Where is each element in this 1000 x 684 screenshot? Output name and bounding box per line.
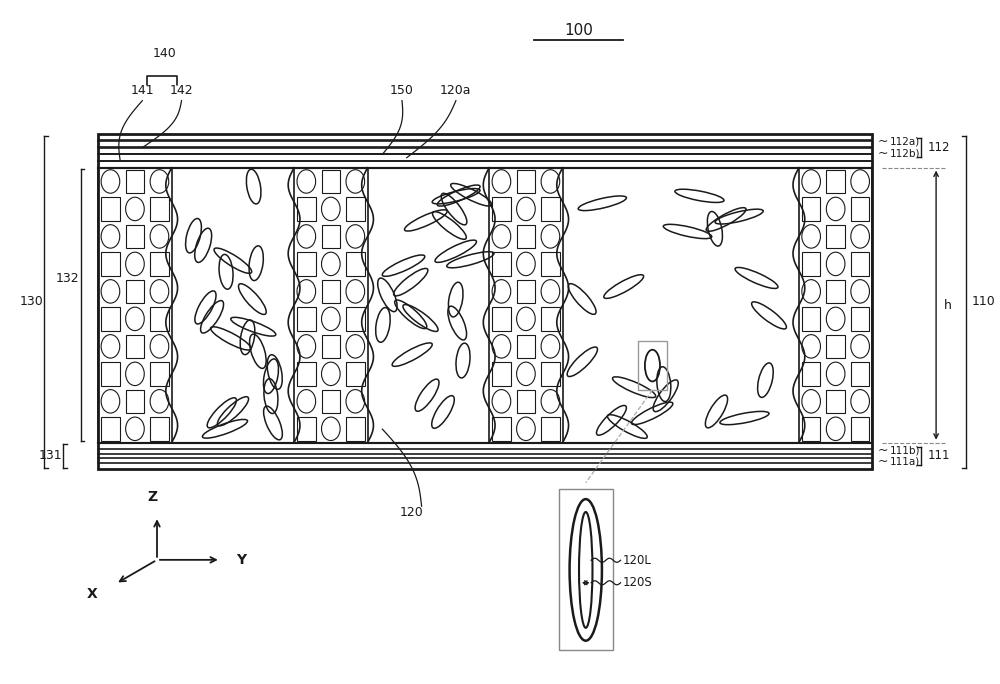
Bar (541, 362, 560, 386)
Bar (150, 252, 169, 276)
Bar (799, 168, 872, 443)
Text: 112: 112 (927, 141, 950, 154)
Bar (541, 417, 560, 440)
Bar (826, 224, 845, 248)
Text: 120S: 120S (623, 577, 652, 590)
Bar (346, 197, 365, 221)
Text: 141: 141 (130, 84, 154, 97)
Text: 120: 120 (400, 506, 424, 519)
Bar (517, 170, 535, 193)
Bar (346, 417, 365, 440)
Text: ~: ~ (877, 147, 888, 160)
Text: 120a: 120a (440, 84, 472, 97)
Bar (851, 197, 869, 221)
Text: 111a): 111a) (890, 457, 920, 467)
Text: 131: 131 (38, 449, 62, 462)
Text: 150: 150 (390, 84, 414, 97)
Bar (322, 224, 340, 248)
Bar (346, 252, 365, 276)
Bar (492, 197, 511, 221)
Text: ~: ~ (877, 456, 888, 469)
Bar (126, 390, 144, 413)
Bar (492, 252, 511, 276)
Bar (297, 362, 316, 386)
Bar (297, 252, 316, 276)
Bar (802, 252, 820, 276)
Bar (541, 307, 560, 330)
Bar (297, 197, 316, 221)
Text: X: X (87, 587, 98, 601)
Text: Y: Y (236, 553, 247, 567)
Bar (322, 280, 340, 303)
Bar (101, 417, 120, 440)
Bar (851, 252, 869, 276)
Bar (492, 362, 511, 386)
Bar (322, 170, 340, 193)
Bar (322, 390, 340, 413)
Bar (297, 417, 316, 440)
Bar (517, 280, 535, 303)
Bar (802, 417, 820, 440)
Text: 112a): 112a) (890, 137, 920, 146)
Bar (826, 390, 845, 413)
Bar (517, 224, 535, 248)
Bar (294, 168, 368, 443)
Text: 132: 132 (56, 272, 80, 285)
Bar (517, 334, 535, 358)
Bar (489, 168, 563, 443)
Bar (150, 362, 169, 386)
Bar (826, 170, 845, 193)
Bar (126, 224, 144, 248)
Bar (150, 307, 169, 330)
Bar (346, 362, 365, 386)
Bar (851, 362, 869, 386)
Bar (802, 362, 820, 386)
Bar (492, 417, 511, 440)
Bar (802, 197, 820, 221)
Text: 130: 130 (20, 295, 44, 308)
Text: ~: ~ (877, 135, 888, 148)
Bar (101, 252, 120, 276)
Text: 100: 100 (564, 23, 593, 38)
Bar (492, 307, 511, 330)
Bar (98, 134, 872, 469)
Text: 140: 140 (153, 47, 177, 60)
Bar (517, 390, 535, 413)
Bar (126, 280, 144, 303)
Bar (297, 307, 316, 330)
Bar (126, 170, 144, 193)
Text: h: h (944, 299, 952, 312)
Bar (322, 334, 340, 358)
Text: 111: 111 (927, 449, 950, 462)
Bar (150, 417, 169, 440)
Text: Z: Z (147, 490, 157, 504)
Bar (802, 307, 820, 330)
Bar (150, 197, 169, 221)
Text: 110: 110 (971, 295, 995, 308)
Bar (559, 490, 613, 650)
Text: 111b): 111b) (890, 445, 921, 455)
Bar (826, 280, 845, 303)
Bar (851, 307, 869, 330)
Text: 112b): 112b) (890, 148, 921, 159)
Bar (541, 197, 560, 221)
Text: 142: 142 (170, 84, 193, 97)
Bar (541, 252, 560, 276)
Bar (98, 168, 172, 443)
Bar (638, 341, 667, 390)
Bar (101, 307, 120, 330)
Bar (101, 197, 120, 221)
Text: 120L: 120L (623, 554, 651, 567)
Bar (826, 334, 845, 358)
Bar (126, 334, 144, 358)
Bar (346, 307, 365, 330)
Text: ~: ~ (877, 443, 888, 456)
Bar (851, 417, 869, 440)
Bar (101, 362, 120, 386)
